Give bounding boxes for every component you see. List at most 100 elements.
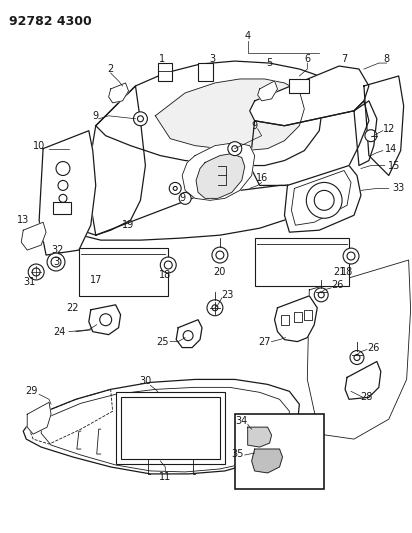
Polygon shape <box>250 66 369 126</box>
Text: 8: 8 <box>384 54 390 64</box>
Polygon shape <box>182 143 255 200</box>
Text: 10: 10 <box>33 141 45 151</box>
Text: 92782 4300: 92782 4300 <box>9 15 92 28</box>
Bar <box>235 414 324 489</box>
Text: 35: 35 <box>232 449 244 459</box>
Text: 9: 9 <box>179 193 185 204</box>
Circle shape <box>169 182 181 195</box>
Polygon shape <box>354 101 377 166</box>
Text: 31: 31 <box>23 277 35 287</box>
Bar <box>53 203 71 214</box>
Circle shape <box>164 261 172 269</box>
Text: 26: 26 <box>331 280 343 290</box>
Circle shape <box>314 190 334 211</box>
Text: 4: 4 <box>245 31 251 41</box>
Circle shape <box>138 116 143 122</box>
Text: 32: 32 <box>51 245 63 255</box>
Circle shape <box>228 142 242 156</box>
Circle shape <box>47 253 65 271</box>
Text: 22: 22 <box>67 303 79 313</box>
Text: 3: 3 <box>209 54 215 64</box>
Text: 21: 21 <box>333 267 345 277</box>
Bar <box>290 79 309 93</box>
Polygon shape <box>176 320 202 348</box>
Circle shape <box>365 130 377 142</box>
Circle shape <box>56 161 70 175</box>
Text: 30: 30 <box>139 376 152 386</box>
Text: 25: 25 <box>156 337 169 346</box>
Polygon shape <box>79 185 314 240</box>
Circle shape <box>183 330 193 341</box>
Text: 16: 16 <box>255 173 268 183</box>
Polygon shape <box>345 361 381 399</box>
Text: 17: 17 <box>89 275 102 285</box>
Text: 2: 2 <box>108 64 114 74</box>
Text: 34: 34 <box>236 416 248 426</box>
Text: 23: 23 <box>222 290 234 300</box>
Circle shape <box>318 292 324 298</box>
Text: 18: 18 <box>159 270 171 280</box>
Polygon shape <box>39 131 96 255</box>
Circle shape <box>133 112 147 126</box>
Polygon shape <box>23 379 300 474</box>
Text: 9: 9 <box>93 111 99 121</box>
Bar <box>79 248 168 296</box>
Polygon shape <box>248 427 272 447</box>
Bar <box>116 392 225 464</box>
Text: 15: 15 <box>388 160 400 171</box>
Text: 5: 5 <box>267 58 273 68</box>
Circle shape <box>354 354 360 360</box>
Circle shape <box>100 314 112 326</box>
Text: 12: 12 <box>383 124 395 134</box>
Polygon shape <box>250 101 369 185</box>
Circle shape <box>59 195 67 203</box>
Circle shape <box>179 192 191 204</box>
Circle shape <box>216 251 224 259</box>
Circle shape <box>350 351 364 365</box>
Text: 13: 13 <box>17 215 29 225</box>
Text: 19: 19 <box>122 220 135 230</box>
Circle shape <box>28 264 44 280</box>
Text: 24: 24 <box>53 327 65 337</box>
Polygon shape <box>274 296 317 342</box>
Text: 27: 27 <box>258 337 271 346</box>
Polygon shape <box>258 81 278 101</box>
Circle shape <box>51 257 61 267</box>
Text: 6: 6 <box>304 54 310 64</box>
Circle shape <box>207 300 223 316</box>
Bar <box>255 238 349 286</box>
Text: 20: 20 <box>214 267 226 277</box>
Circle shape <box>343 248 359 264</box>
Circle shape <box>306 182 342 218</box>
Circle shape <box>58 181 68 190</box>
Polygon shape <box>76 86 145 235</box>
Polygon shape <box>155 79 304 151</box>
Polygon shape <box>252 449 283 473</box>
Circle shape <box>347 252 355 260</box>
Bar <box>198 63 213 81</box>
Text: 28: 28 <box>361 392 373 402</box>
Circle shape <box>314 288 328 302</box>
Text: 7: 7 <box>341 54 347 64</box>
Text: 1: 1 <box>159 54 165 64</box>
Polygon shape <box>109 83 129 103</box>
Text: 18: 18 <box>341 267 353 277</box>
Polygon shape <box>21 222 46 250</box>
Polygon shape <box>96 61 324 166</box>
Circle shape <box>160 257 176 273</box>
Circle shape <box>212 305 218 311</box>
Circle shape <box>212 247 228 263</box>
Text: 29: 29 <box>25 386 37 397</box>
Circle shape <box>173 187 177 190</box>
Circle shape <box>32 268 40 276</box>
Text: 9: 9 <box>252 121 258 131</box>
Circle shape <box>232 146 238 151</box>
Text: 3: 3 <box>53 257 59 267</box>
Polygon shape <box>89 305 121 335</box>
Bar <box>158 63 172 81</box>
Polygon shape <box>284 166 361 232</box>
Text: 14: 14 <box>385 143 397 154</box>
Polygon shape <box>364 76 404 175</box>
Text: 33: 33 <box>393 183 405 193</box>
Text: 11: 11 <box>159 472 171 482</box>
